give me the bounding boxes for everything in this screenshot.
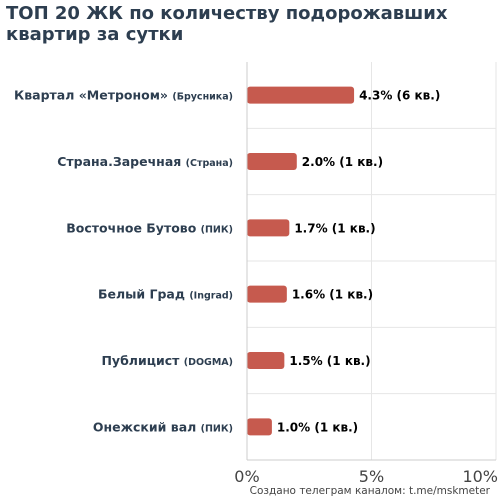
footer-credit: Создано телеграм каналом: t.me/mskmeter <box>249 485 490 497</box>
value-label: 1.7% (1 кв.) <box>294 221 375 235</box>
bar-layer <box>247 86 355 436</box>
category-label: Квартал «Метроном» (Брусника) <box>14 88 233 103</box>
grid-layer <box>247 62 497 460</box>
axis-layer: 0% 5% 10% <box>234 62 498 486</box>
x-tick-label: 0% <box>234 467 259 486</box>
bar <box>247 418 272 436</box>
bar <box>247 352 285 369</box>
category-label: Страна.Заречная (Страна) <box>57 154 233 169</box>
value-label: 1.6% (1 кв.) <box>292 288 373 302</box>
bar <box>247 285 287 303</box>
category-label: Восточное Бутово (ПИК) <box>66 220 233 235</box>
category-label: Онежский вал (ПИК) <box>93 419 233 434</box>
value-label: 4.3% (6 кв.) <box>359 89 440 103</box>
value-label: 1.0% (1 кв.) <box>277 420 358 434</box>
category-label: Публицист (DOGMA) <box>101 353 233 368</box>
label-layer: 4.3% (6 кв.) Квартал «Метроном» (Брусника… <box>14 88 440 435</box>
x-tick-label: 5% <box>359 467 384 486</box>
bar <box>247 219 290 237</box>
category-label: Белый Град (Ingrad) <box>98 287 233 302</box>
chart-title: ТОП 20 ЖК по количеству подорожавших ква… <box>6 3 448 45</box>
value-label: 1.5% (1 кв.) <box>289 354 370 368</box>
x-tick-label: 10% <box>462 467 498 486</box>
bar <box>247 153 297 170</box>
value-label: 2.0% (1 кв.) <box>302 155 383 169</box>
bar <box>247 86 355 104</box>
